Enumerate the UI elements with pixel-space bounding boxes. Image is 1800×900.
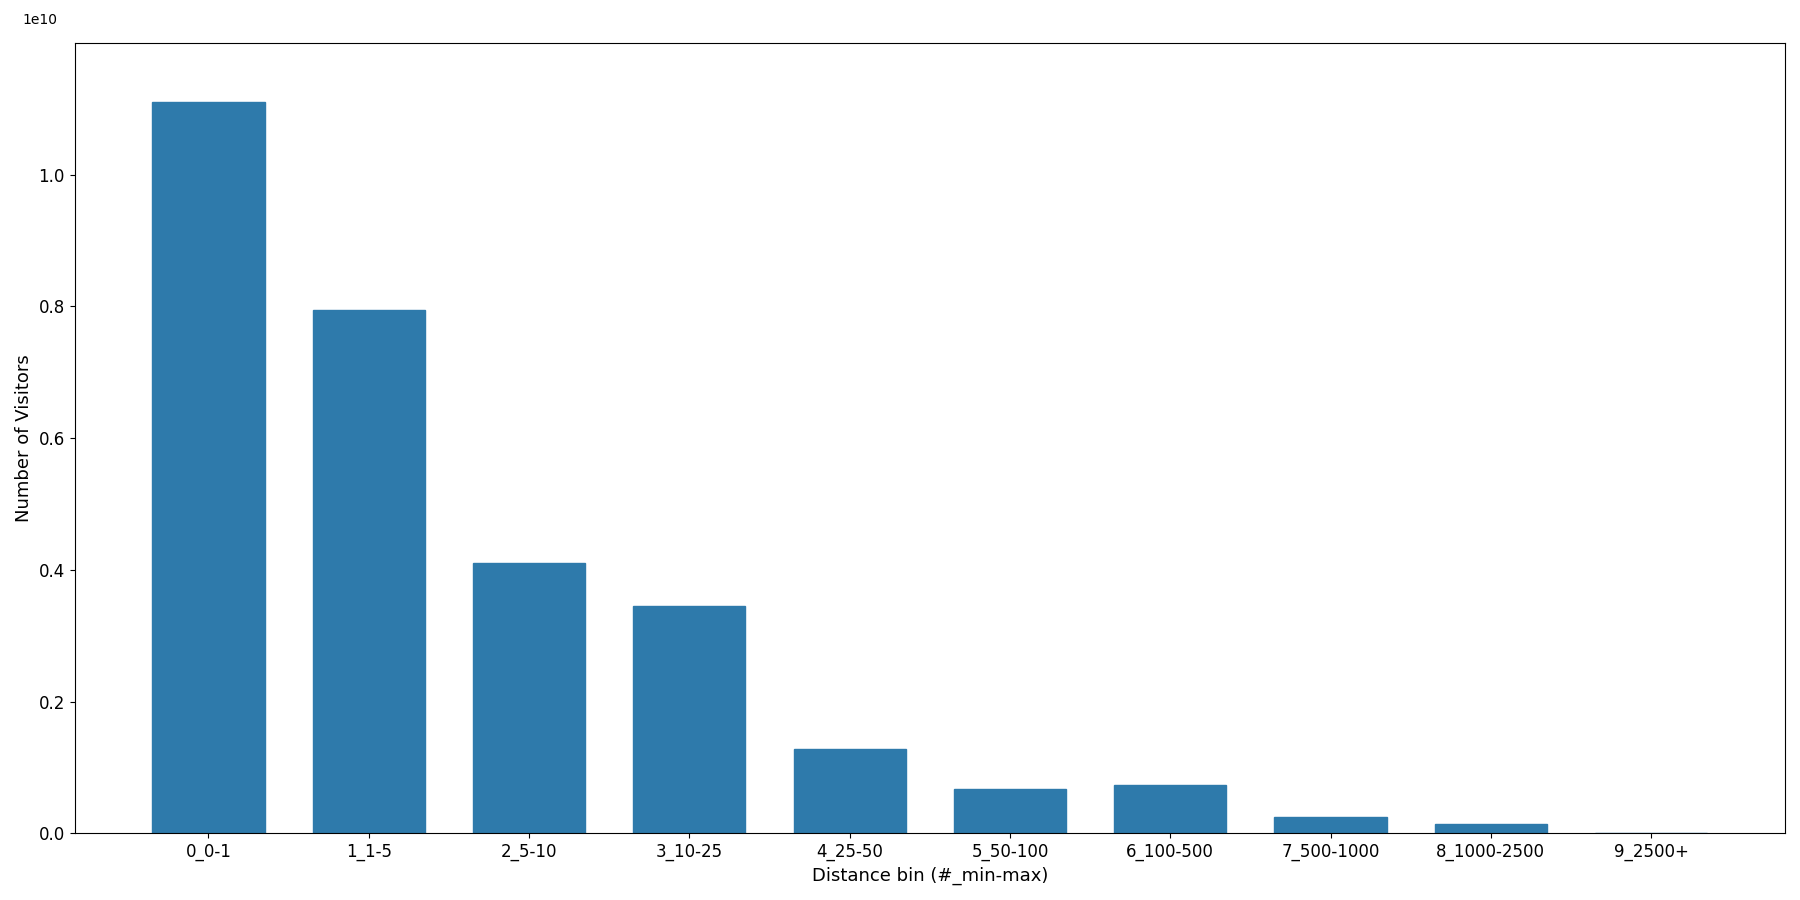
Bar bbox=[954, 788, 1066, 833]
Bar bbox=[634, 607, 745, 833]
Bar bbox=[473, 563, 585, 833]
Y-axis label: Number of Visitors: Number of Visitors bbox=[14, 355, 32, 522]
Bar bbox=[794, 749, 905, 833]
Bar bbox=[153, 103, 265, 833]
Bar bbox=[1435, 824, 1546, 833]
Text: 1e10: 1e10 bbox=[23, 13, 58, 27]
Bar bbox=[1274, 817, 1386, 833]
X-axis label: Distance bin (#_min-max): Distance bin (#_min-max) bbox=[812, 867, 1048, 885]
Bar bbox=[313, 310, 425, 833]
Bar bbox=[1114, 786, 1226, 833]
